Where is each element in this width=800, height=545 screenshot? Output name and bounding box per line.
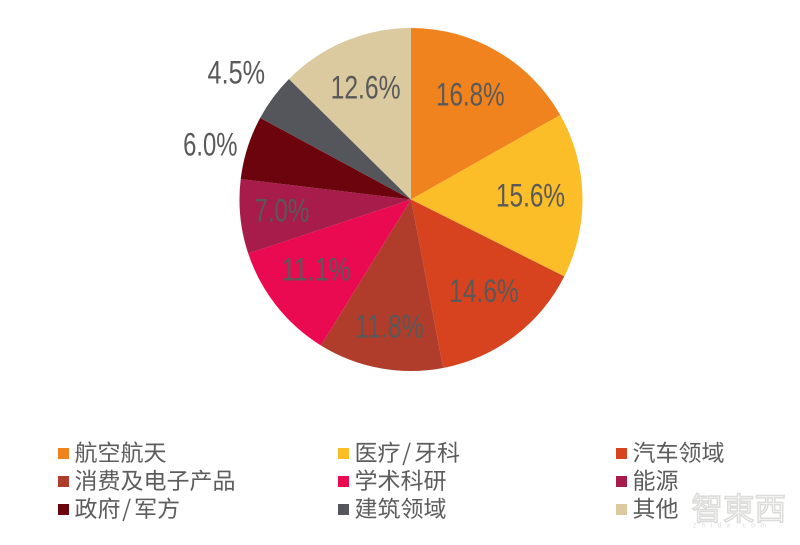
- svg-text:4.5%: 4.5%: [208, 55, 266, 91]
- svg-text:12.6%: 12.6%: [331, 70, 401, 106]
- svg-text:6.0%: 6.0%: [183, 126, 237, 162]
- svg-text:16.8%: 16.8%: [436, 76, 505, 112]
- svg-text:14.6%: 14.6%: [449, 273, 518, 309]
- svg-text:15.6%: 15.6%: [496, 178, 565, 214]
- svg-text:11.1%: 11.1%: [282, 251, 351, 287]
- svg-text:11.8%: 11.8%: [355, 309, 424, 345]
- svg-text:7.0%: 7.0%: [254, 193, 309, 229]
- svg-text:zhidx.com: zhidx.com: [693, 523, 771, 530]
